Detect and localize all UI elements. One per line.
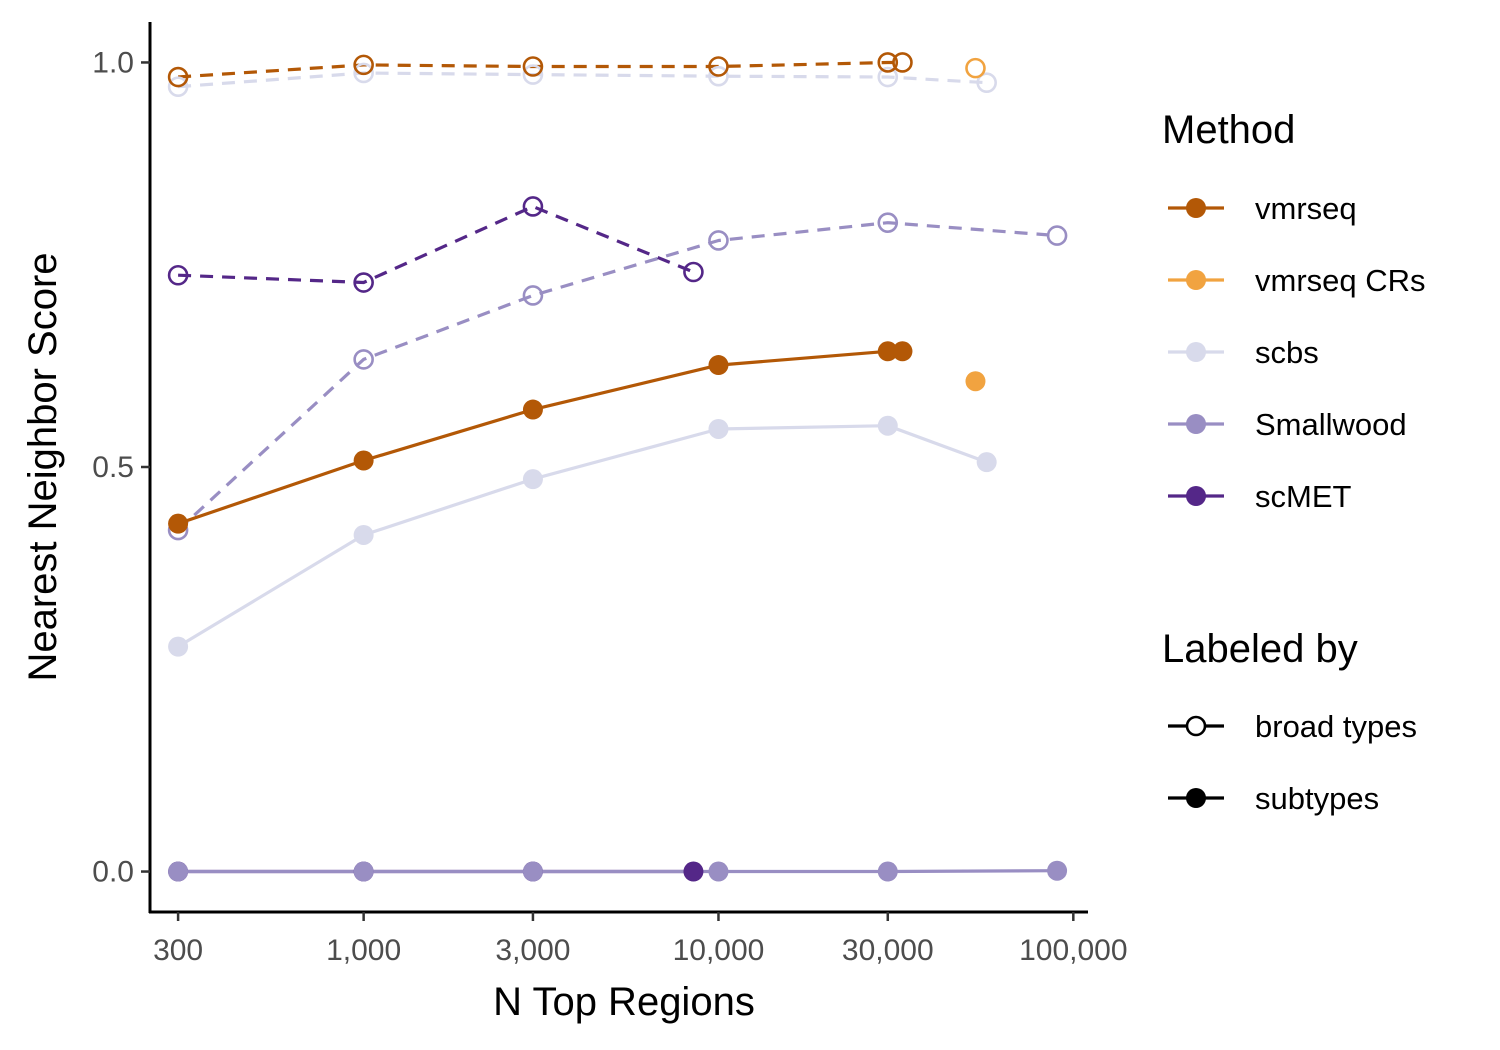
legend-label-scmet: scMET: [1255, 479, 1352, 514]
legend-key-point-scbs: [1186, 342, 1206, 362]
scmet-broad-types-point: [683, 261, 704, 283]
legend-key-point-broad-types: [1185, 715, 1207, 737]
vmrseq-subtypes-point: [168, 513, 189, 534]
smallwood-broad-types-point: [708, 230, 729, 251]
legend: Method vmrseq vmrseq CRs scbs Smallwood scMET…: [1162, 108, 1426, 816]
vmrseq-subtypes-point: [708, 355, 729, 376]
scmet-broad-types-point: [522, 196, 544, 217]
scbs-broad-types-point: [353, 62, 374, 84]
legend-labeled-by-title: Labeled by: [1162, 627, 1358, 671]
scbs-broad-types-line: [177, 71, 987, 89]
axes: 300 1,000 3,000 10,000 30,000 100,000 0.0 0.5 1.…: [21, 22, 1128, 1024]
scbs-subtypes-line: [177, 424, 988, 648]
legend-label-vmrseq: vmrseq: [1255, 191, 1357, 226]
y-tick-label: 1.0: [92, 46, 134, 79]
scbs-broad-types-point: [976, 72, 997, 93]
smallwood-subtypes-point: [522, 861, 543, 882]
scbs-subtypes-point: [708, 418, 729, 439]
scbs-broad-types-point: [877, 66, 899, 88]
y-tick-label: 0.0: [92, 856, 134, 889]
scmet-broad-types-point: [353, 272, 374, 293]
legend-key-point-smallwood: [1186, 414, 1206, 434]
vmrseq-broad-types-point: [353, 54, 374, 76]
scbs-broad-types-point: [708, 65, 729, 87]
vmrseq-subtypes-line: [177, 349, 903, 526]
scmet-subtypes-point: [683, 861, 704, 882]
x-tick-label: 1,000: [326, 934, 401, 967]
scbs-subtypes-point: [168, 636, 189, 657]
scbs-broad-types-point: [167, 76, 189, 98]
scbs-subtypes-point: [522, 469, 543, 490]
points-layer: [167, 52, 1068, 882]
vmrseq-crs-subtypes-point: [965, 371, 986, 392]
x-tick-label: 300: [153, 934, 203, 967]
vmrseq-broad-types-point: [892, 52, 913, 73]
vmrseq-crs-broad-types-point: [965, 57, 986, 79]
smallwood-broad-types-line: [177, 221, 1058, 532]
smallwood-broad-types-point: [1046, 225, 1068, 246]
smallwood-broad-types-point: [877, 212, 899, 233]
x-tick-label: 10,000: [673, 934, 765, 967]
legend-key-point-vmrseq: [1186, 198, 1206, 218]
legend-label-subtypes: subtypes: [1255, 781, 1379, 816]
legend-label-broad-types: broad types: [1255, 709, 1417, 744]
scbs-broad-types-point: [522, 64, 544, 85]
smallwood-subtypes-point: [877, 861, 898, 882]
vmrseq-subtypes-point: [353, 450, 374, 471]
vmrseq-subtypes-point: [877, 341, 898, 362]
legend-key-point-vmrseq-crs: [1186, 270, 1206, 290]
legend-label-scbs: scbs: [1255, 335, 1319, 370]
legend-key-point-subtypes: [1186, 788, 1206, 808]
vmrseq-broad-types-point: [708, 56, 729, 77]
smallwood-subtypes-point: [168, 861, 189, 882]
vmrseq-broad-types-line: [177, 60, 903, 79]
vmrseq-subtypes-point: [892, 341, 913, 362]
vmrseq-broad-types-point: [877, 52, 899, 73]
series-layer: [177, 60, 1058, 874]
smallwood-subtypes-point: [708, 861, 729, 882]
smallwood-subtypes-line: [178, 869, 1058, 874]
y-tick-label: 0.5: [92, 451, 134, 484]
vmrseq-subtypes-point: [522, 399, 543, 420]
x-tick-label: 100,000: [1019, 934, 1127, 967]
smallwood-broad-types-point: [522, 285, 544, 306]
scmet-broad-types-point: [167, 264, 189, 286]
smallwood-subtypes-point: [353, 861, 374, 882]
smallwood-broad-types-point: [353, 349, 374, 370]
legend-label-smallwood: Smallwood: [1255, 407, 1407, 442]
scbs-subtypes-point: [976, 452, 997, 473]
legend-method-title: Method: [1162, 108, 1295, 152]
y-axis-title: Nearest Neighbor Score: [21, 252, 65, 681]
smallwood-subtypes-point: [1047, 860, 1068, 881]
vmrseq-broad-types-point: [522, 56, 544, 77]
scbs-subtypes-point: [877, 415, 898, 436]
vmrseq-broad-types-point: [167, 66, 189, 88]
legend-key-point-scmet: [1186, 486, 1206, 506]
scmet-broad-types-line: [178, 204, 695, 285]
x-tick-label: 30,000: [842, 934, 934, 967]
scbs-subtypes-point: [353, 524, 374, 545]
legend-label-vmrseq-crs: vmrseq CRs: [1255, 263, 1426, 298]
x-axis-title: N Top Regions: [493, 980, 755, 1024]
x-tick-label: 3,000: [495, 934, 570, 967]
